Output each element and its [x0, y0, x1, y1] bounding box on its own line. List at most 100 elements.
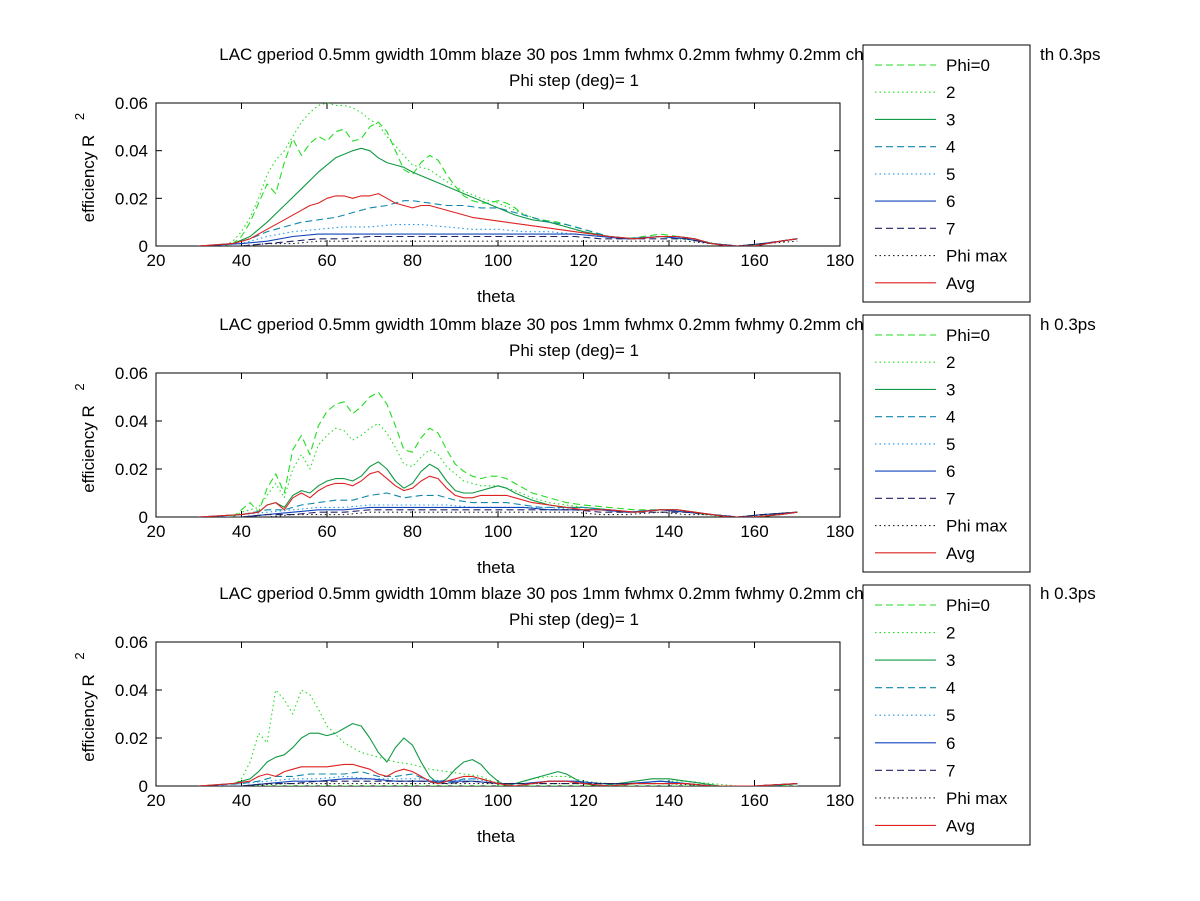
legend-label: Phi max [946, 247, 1008, 266]
chart-title-tail: th 0.3ps [1040, 45, 1101, 64]
legend-label: 3 [946, 651, 955, 670]
series-line-2 [198, 689, 798, 786]
series-line-8 [198, 240, 798, 246]
x-axis-label: theta [477, 827, 515, 846]
x-axis-label: theta [477, 558, 515, 577]
x-tick-label: 160 [740, 791, 768, 810]
x-tick-label: 180 [826, 522, 854, 541]
y-tick-label: 0.06 [115, 364, 148, 383]
x-axis-label: theta [477, 287, 515, 306]
chart-panel-3: LAC gperiod 0.5mm gwidth 10mm blaze 30 p… [72, 584, 931, 846]
x-tick-label: 100 [484, 251, 512, 270]
x-tick-label: 60 [318, 251, 337, 270]
chart-panel-2: LAC gperiod 0.5mm gwidth 10mm blaze 30 p… [72, 315, 931, 577]
legend-box [862, 584, 1031, 846]
y-axis-label: efficiency R [79, 405, 98, 493]
x-tick-label: 20 [147, 522, 166, 541]
x-tick-label: 140 [655, 522, 683, 541]
y-tick-label: 0.04 [115, 412, 148, 431]
series-line-2 [198, 102, 798, 246]
x-tick-label: 40 [232, 522, 251, 541]
chart-title-tail: h 0.3ps [1040, 584, 1096, 603]
y-tick-label: 0.02 [115, 189, 148, 208]
legend-label: Phi max [946, 517, 1008, 536]
legend-panel-3: Phi=0 2 3 4 5 6 7 Phi max Avg [862, 584, 1031, 846]
y-tick-label: 0.06 [115, 94, 148, 113]
x-tick-label: 20 [147, 251, 166, 270]
x-tick-label: 80 [403, 251, 422, 270]
legend-label: 5 [946, 165, 955, 184]
y-tick-label: 0.02 [115, 460, 148, 479]
legend-box [862, 314, 1031, 573]
x-tick-label: 120 [569, 251, 597, 270]
x-tick-label: 80 [403, 522, 422, 541]
y-tick-label: 0.04 [115, 142, 148, 161]
y-tick-label: 0 [139, 508, 148, 527]
legend-label: 5 [946, 706, 955, 725]
x-tick-label: 40 [232, 251, 251, 270]
plot-area [198, 689, 798, 786]
series-line-3 [198, 147, 798, 246]
x-tick-label: 120 [569, 522, 597, 541]
axes-box [155, 102, 841, 247]
axes-box [155, 641, 841, 787]
legend-label: 6 [946, 192, 955, 211]
x-tick-label: 60 [318, 522, 337, 541]
y-axis-label-group: efficiency R 2 [72, 113, 98, 222]
y-tick-label: 0 [139, 237, 148, 256]
y-axis-label-superscript: 2 [72, 383, 87, 390]
x-tick-label: 180 [826, 251, 854, 270]
legend-label: Phi=0 [946, 596, 990, 615]
legend-label: Phi=0 [946, 56, 990, 75]
x-tick-label: 80 [403, 791, 422, 810]
chart-title-line1: LAC gperiod 0.5mm gwidth 10mm blaze 30 p… [219, 584, 930, 603]
legend-label: 4 [946, 408, 955, 427]
series-line-4 [198, 771, 798, 786]
legend-panel-1: Phi=0 2 3 4 5 6 7 Phi max Avg [862, 44, 1031, 303]
x-tick-label: 140 [655, 791, 683, 810]
series-line-8 [198, 511, 798, 517]
y-axis-label-superscript: 2 [72, 652, 87, 659]
chart-title-tail: h 0.3ps [1040, 315, 1096, 334]
chart-title-line2: Phi step (deg)= 1 [509, 341, 639, 360]
legend-label: Avg [946, 544, 975, 563]
series-line-1 [198, 121, 798, 246]
series-line-5 [198, 224, 798, 246]
plot-area [198, 391, 798, 517]
x-tick-label: 100 [484, 522, 512, 541]
series-line-9 [198, 763, 798, 786]
series-line-9 [198, 470, 798, 517]
legend-label: 7 [946, 219, 955, 238]
x-tick-label: 20 [147, 791, 166, 810]
x-tick-label: 160 [740, 251, 768, 270]
x-tick-label: 180 [826, 791, 854, 810]
legend-label: Phi=0 [946, 326, 990, 345]
series-line-9 [198, 193, 798, 246]
legend-label: 3 [946, 380, 955, 399]
x-tick-label: 160 [740, 522, 768, 541]
legend-label: 7 [946, 489, 955, 508]
y-axis-label-group: efficiency R 2 [72, 383, 98, 492]
x-tick-label: 60 [318, 791, 337, 810]
chart-title-line2: Phi step (deg)= 1 [509, 610, 639, 629]
x-tick-label: 40 [232, 791, 251, 810]
legend-label: 7 [946, 761, 955, 780]
legend-label: 6 [946, 734, 955, 753]
y-tick-label: 0 [139, 777, 148, 796]
legend-label: 2 [946, 353, 955, 372]
legend-label: 4 [946, 679, 955, 698]
x-tick-label: 140 [655, 251, 683, 270]
legend-label: 4 [946, 138, 955, 157]
y-tick-label: 0.04 [115, 681, 148, 700]
series-line-1 [198, 391, 798, 517]
chart-title-line2: Phi step (deg)= 1 [509, 71, 639, 90]
chart-title-line1: LAC gperiod 0.5mm gwidth 10mm blaze 30 p… [219, 315, 930, 334]
chart-title-line1: LAC gperiod 0.5mm gwidth 10mm blaze 30 p… [219, 45, 930, 64]
series-line-3 [198, 723, 798, 786]
chart-panel-1: LAC gperiod 0.5mm gwidth 10mm blaze 30 p… [72, 45, 931, 306]
legend-label: 2 [946, 83, 955, 102]
y-axis-label: efficiency R [79, 135, 98, 223]
legend-label: Phi max [946, 789, 1008, 808]
legend-label: 5 [946, 435, 955, 454]
